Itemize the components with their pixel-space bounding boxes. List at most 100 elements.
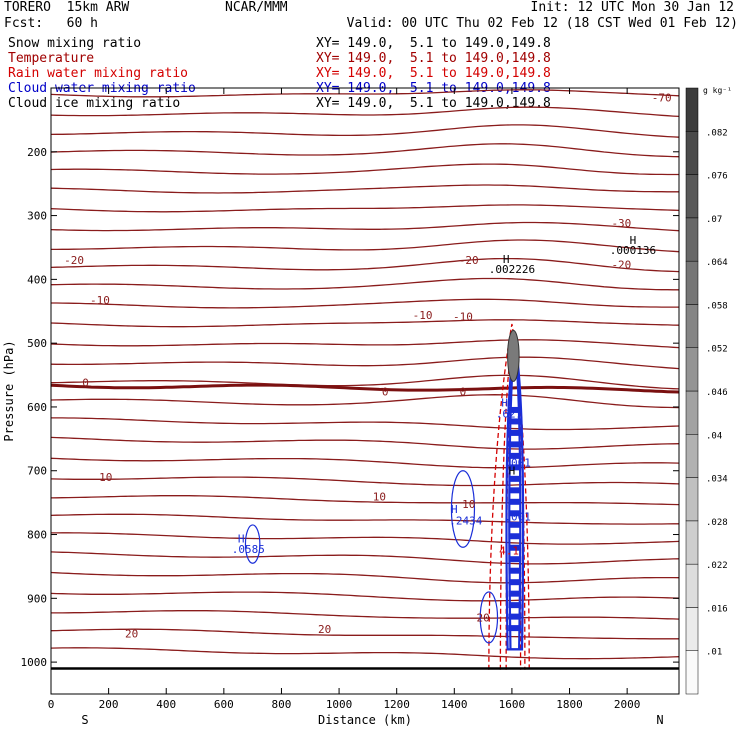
legend-label-snow: Snow mixing ratio: [8, 36, 142, 51]
annotation-cloud-water: .627: [496, 407, 523, 420]
temperature-contour-label: 10: [99, 471, 112, 484]
colorbar-tick-label: .046: [706, 388, 728, 398]
cloud-water-core: [508, 602, 522, 609]
freezing-isoline: [50, 383, 680, 394]
cloud-water-core: [508, 429, 522, 436]
x-tick-label: 200: [99, 698, 119, 711]
cloud-water-core: [508, 544, 522, 551]
y-tick-label: 900: [27, 592, 47, 605]
colorbar-tick-label: .052: [706, 345, 728, 355]
x-tick-label: 1200: [383, 698, 410, 711]
contour-labels: -70 -30 -20 -20 -20 -10 -10 -10 0 0 0 10 10 10 20 20 20 H…: [64, 92, 672, 641]
x-end-label-north: N: [656, 713, 663, 727]
temperature-isoline: [51, 610, 680, 620]
y-tick-label: 700: [27, 465, 47, 478]
x-tick-label: 600: [214, 698, 234, 711]
x-tick-label: 1000: [326, 698, 353, 711]
legend-xy-snow: XY= 149.0, 5.1 to 149.0,149.8: [316, 36, 551, 51]
temperature-isoline: [50, 89, 680, 98]
colorbar: .01 .016 .022 .028 .034 .04 .046 .052 .058 .064 .0…: [685, 86, 732, 695]
temperature-isoline: [50, 221, 680, 232]
colorbar-bin: [685, 174, 699, 219]
temperature-isoline: [50, 374, 680, 390]
temperature-contour-label: 0: [460, 386, 467, 399]
cloud-water-core: [508, 556, 522, 563]
cloud-water-contour: [450, 470, 476, 548]
colorbar-tick-label: .028: [706, 518, 728, 528]
y-tick-label: 200: [27, 146, 47, 159]
temperature-isoline: [50, 551, 680, 565]
colorbar-bin: [685, 390, 699, 435]
y-axis-label: Pressure (hPa): [2, 340, 16, 441]
temperature-isoline: [50, 571, 680, 584]
temperature-isoline: [50, 339, 680, 349]
x-tick-label: 400: [156, 698, 176, 711]
x-tick-label: 1800: [556, 698, 583, 711]
temperature-contour-label: -30: [611, 217, 631, 230]
colorbar-tick-label: .022: [706, 561, 728, 571]
y-tick-label: 800: [27, 529, 47, 542]
colorbar-bin: [685, 347, 699, 392]
y-tick-label: 1000: [21, 656, 48, 669]
temperature-isoline: [50, 436, 680, 450]
init-time: Init: 12 UTC Mon 30 Jan 12: [530, 0, 735, 15]
y-tick-label: 400: [27, 273, 47, 286]
colorbar-bin: [685, 434, 699, 478]
annotation-snow: .002226: [489, 263, 535, 276]
temperature-isoline: [51, 417, 680, 431]
plot-border: [50, 87, 680, 695]
temperature-contour-label: -10: [413, 309, 433, 322]
cloud-water-core: [508, 464, 522, 471]
colorbar-bin: [685, 607, 699, 651]
temperature-contour-label: 10: [462, 498, 475, 511]
annotation-cloud-water: .0585: [232, 543, 265, 556]
cloud-water-core: [508, 567, 522, 574]
temperature-contour-label: 0: [82, 377, 89, 390]
annotation-snow: .000136: [610, 244, 656, 257]
annotation-cloud-ice: H: [509, 465, 516, 478]
annotation-cloud-water: .2434: [449, 514, 482, 527]
cloud-water-core: [508, 533, 522, 540]
colorbar-tick-label: .01: [706, 648, 722, 658]
x-end-label-south: S: [81, 713, 88, 727]
cloud-water-contour: [479, 591, 499, 644]
contour-fields: [50, 89, 680, 670]
temperature-isoline: [50, 277, 679, 291]
x-tick-label: 2000: [614, 698, 641, 711]
cloud-water-core: [508, 498, 522, 505]
rain-water-contour: [488, 323, 530, 670]
temperature-isoline: [51, 239, 680, 253]
colorbar-bin: [685, 650, 699, 695]
annotation-cloud-water: H: [238, 532, 245, 545]
cloud-water-core: [508, 579, 522, 586]
valid-time: Valid: 00 UTC Thu 02 Feb 12 (18 CST Wed …: [346, 16, 738, 31]
temperature-isoline: [51, 532, 680, 545]
temperature-contour-label: -70: [652, 92, 672, 105]
cloud-water-core: [508, 521, 522, 528]
legend-label-rain: Rain water mixing ratio: [8, 66, 189, 81]
y-tick-label: 300: [27, 210, 47, 223]
cloud-water-core: [508, 452, 522, 459]
colorbar-tick-label: .034: [706, 475, 728, 485]
center-label: NCAR/MMM: [225, 0, 288, 15]
forecast-hour: Fcst: 60 h: [4, 16, 98, 31]
colorbar-bin: [685, 217, 699, 262]
annotation-cloud-water: H: [501, 396, 508, 409]
colorbar-bin: [685, 260, 699, 305]
cloud-water-core: [508, 487, 522, 494]
temperature-isoline: [50, 513, 679, 525]
temperature-contour-label: -20: [459, 254, 479, 267]
annotation-cloud-water: .001: [504, 511, 531, 524]
x-tick-label: 800: [272, 698, 292, 711]
temperature-isoline: [50, 257, 680, 273]
colorbar-tick-label: .082: [706, 128, 728, 138]
y-tick-label: 500: [27, 337, 47, 350]
temperature-contour-label: -20: [611, 259, 631, 272]
temperature-contour-label: 20: [476, 611, 489, 624]
annotation-cloud-water: .001: [504, 456, 531, 469]
annotation-rain: 4.1: [499, 544, 519, 557]
temperature-isoline: [50, 184, 679, 194]
cloud-water-core: [508, 510, 522, 517]
legend-xy-temperature: XY= 149.0, 5.1 to 149.0,149.8: [316, 51, 551, 66]
temperature-isoline: [50, 319, 680, 328]
